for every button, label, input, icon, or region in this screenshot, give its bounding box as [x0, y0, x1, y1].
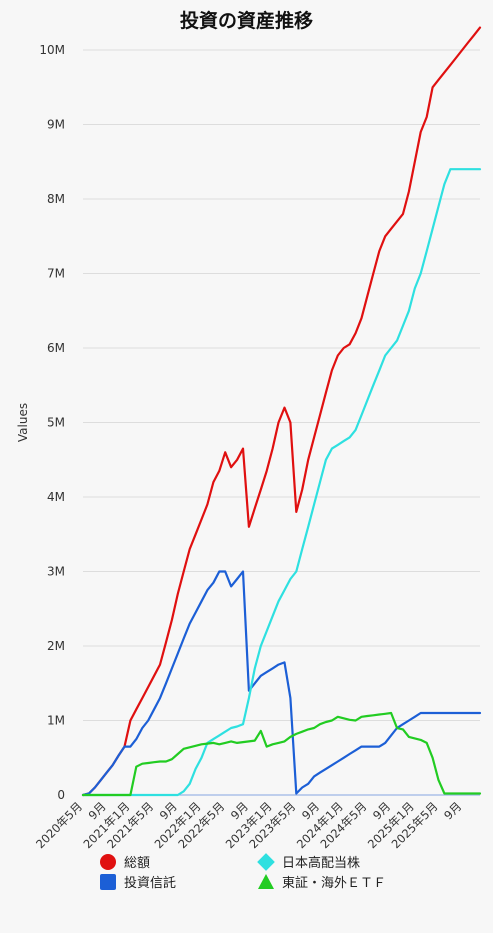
y-axis-label: Values: [16, 403, 30, 442]
series-line-0: [81, 26, 482, 797]
y-tick-label: 1M: [47, 714, 65, 728]
x-tick-label: 2020年5月: [33, 799, 85, 850]
legend-item: 東証・海外ＥＴＦ: [258, 872, 386, 891]
chart-legend: 総額 日本高配当株投資信託 東証・海外ＥＴＦ: [0, 850, 493, 920]
legend-item: 日本高配当株: [257, 852, 361, 871]
x-tick-label: 9月: [441, 799, 464, 822]
chart-title: 投資の資産推移: [179, 10, 313, 32]
legend-label: 投資信託: [124, 876, 177, 891]
legend-item: 投資信託: [100, 872, 176, 891]
series-line-2: [81, 168, 482, 797]
triangle-marker-icon: [258, 874, 274, 889]
diamond-marker-icon: [257, 852, 275, 871]
y-tick-label: 6M: [47, 341, 65, 355]
series-line-1: [81, 570, 482, 797]
series-line-3: [81, 711, 482, 797]
legend-item: 総額: [100, 852, 150, 871]
legend-label: 総額: [124, 856, 151, 871]
legend-label: 東証・海外ＥＴＦ: [282, 876, 387, 891]
y-tick-label: 9M: [47, 118, 65, 132]
y-tick-label: 5M: [47, 416, 65, 430]
y-tick-label: 10M: [39, 43, 65, 57]
y-tick-label: 3M: [47, 565, 65, 579]
y-tick-label: 0: [57, 788, 65, 802]
legend-label: 日本高配当株: [282, 856, 361, 871]
y-tick-label: 7M: [47, 267, 65, 281]
circle-marker-icon: [100, 853, 116, 870]
y-tick-label: 8M: [47, 192, 65, 206]
square-marker-icon: [100, 873, 116, 890]
y-tick-label: 2M: [47, 639, 65, 653]
y-tick-label: 4M: [47, 490, 65, 504]
